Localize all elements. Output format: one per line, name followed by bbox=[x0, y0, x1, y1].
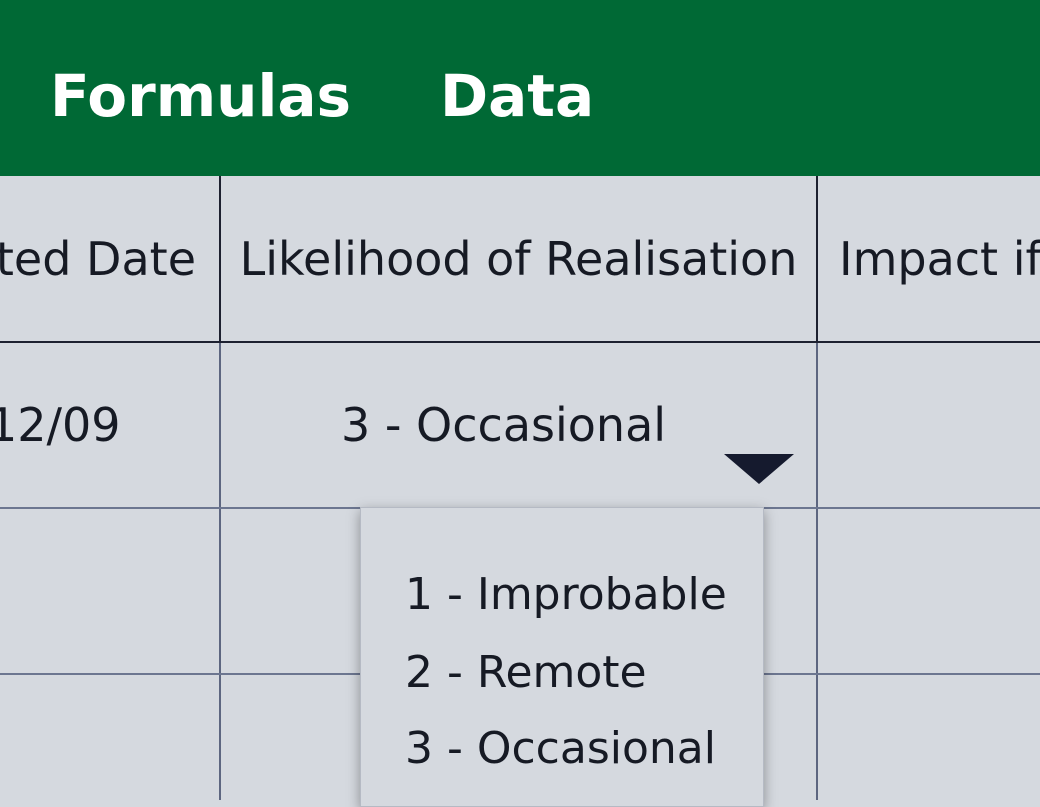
column-divider bbox=[219, 176, 221, 342]
dropdown-option-occasional[interactable]: 3 - Occasional bbox=[405, 723, 716, 774]
dropdown-option-remote[interactable]: 2 - Remote bbox=[405, 647, 647, 698]
column-divider bbox=[816, 176, 818, 342]
header-cell-likelihood[interactable]: Likelihood of Realisation bbox=[220, 176, 817, 342]
tab-data[interactable]: Data bbox=[440, 62, 595, 130]
cell-likelihood[interactable]: 3 - Occasional bbox=[220, 342, 817, 508]
cell-empty[interactable] bbox=[0, 674, 220, 800]
cell-date[interactable]: 12/09 bbox=[0, 342, 208, 508]
cell-value: 12/09 bbox=[0, 398, 121, 452]
tab-formulas[interactable]: Formulas bbox=[50, 62, 351, 130]
header-label: Likelihood of Realisation bbox=[239, 232, 798, 286]
header-divider bbox=[0, 341, 1040, 343]
dropdown-option-improbable[interactable]: 1 - Improbable bbox=[405, 569, 727, 620]
cell-empty[interactable] bbox=[817, 674, 1040, 800]
cell-empty[interactable] bbox=[817, 508, 1040, 674]
header-cell-impact[interactable]: Impact if bbox=[817, 176, 1040, 342]
cell-empty[interactable] bbox=[0, 508, 220, 674]
column-divider bbox=[816, 342, 818, 800]
column-divider bbox=[219, 342, 221, 800]
cell-value: 3 - Occasional bbox=[340, 398, 667, 452]
dropdown-list: 1 - Improbable 2 - Remote 3 - Occasional bbox=[360, 507, 764, 807]
cell-impact[interactable] bbox=[817, 342, 1040, 508]
header-label: Impact if bbox=[839, 232, 1040, 286]
dropdown-arrow-icon[interactable] bbox=[724, 454, 794, 484]
ribbon: Formulas Data bbox=[0, 0, 1040, 176]
